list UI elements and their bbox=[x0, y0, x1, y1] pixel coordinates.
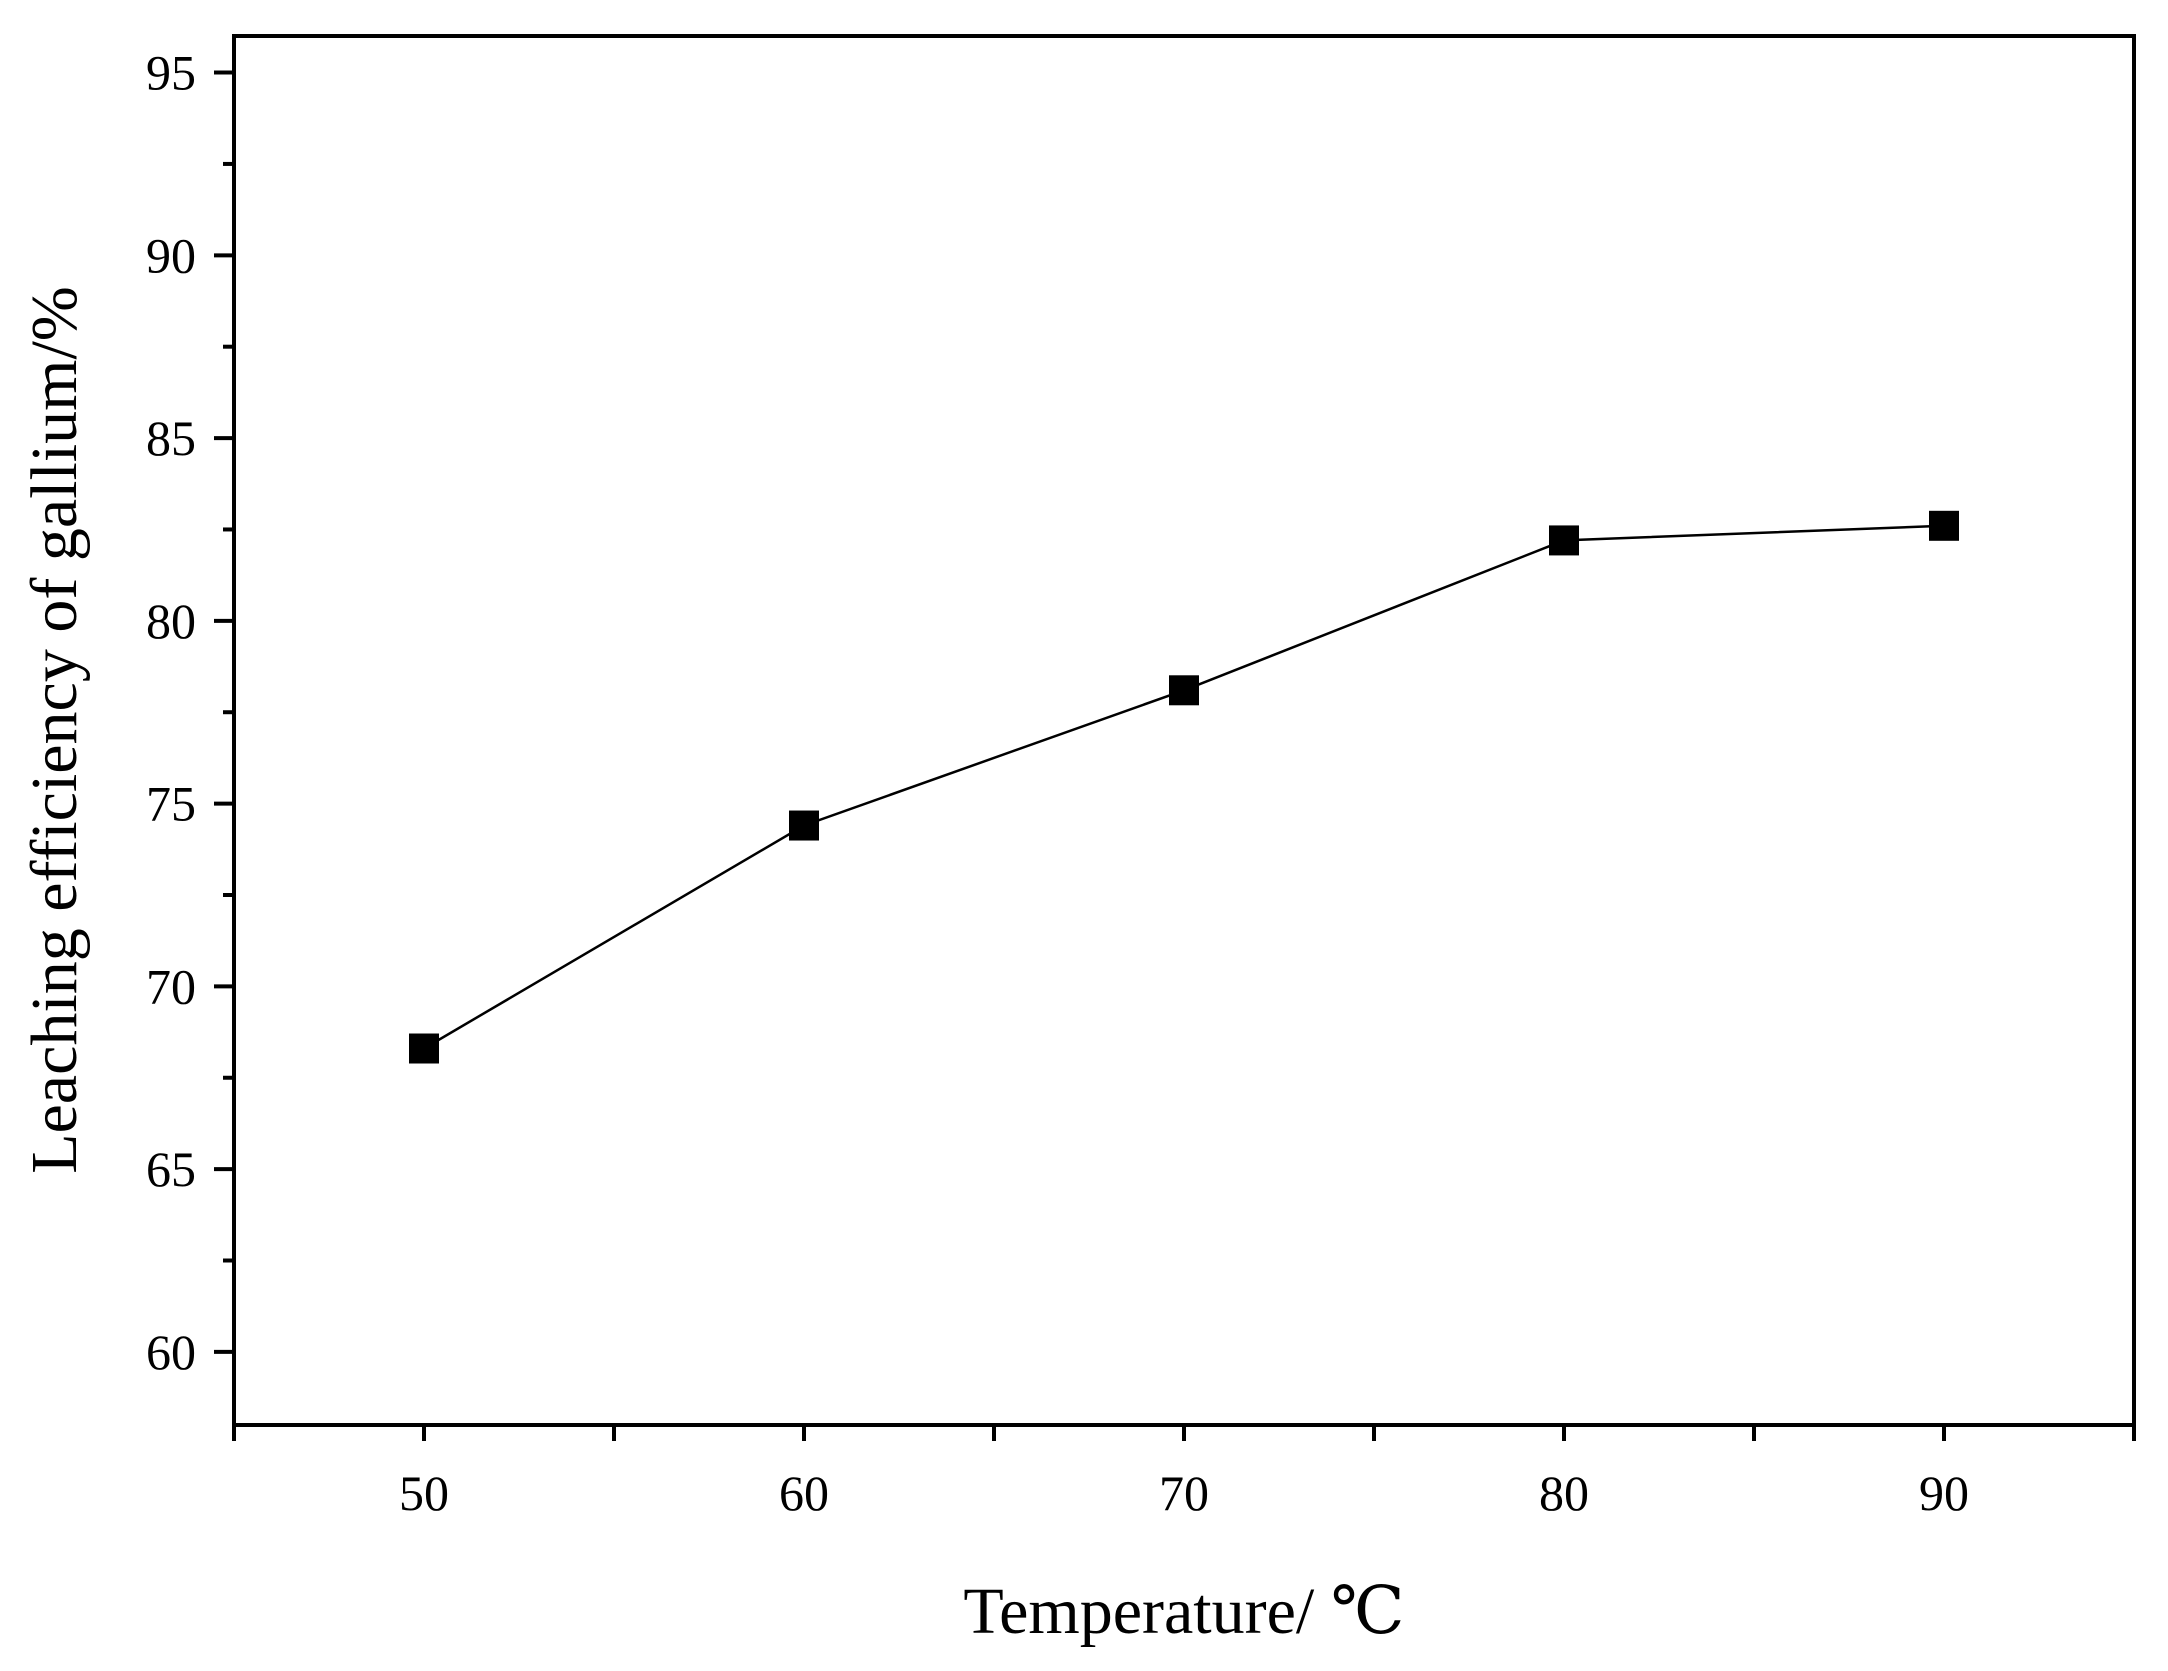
data-series bbox=[409, 510, 1959, 1064]
y-tick-label: 65 bbox=[146, 1141, 196, 1197]
y-tick-label: 60 bbox=[146, 1324, 196, 1380]
x-tick-label: 90 bbox=[1919, 1465, 1969, 1521]
data-point-marker bbox=[1929, 510, 1959, 541]
plot-frame bbox=[232, 34, 2136, 1427]
x-tick-label: 50 bbox=[399, 1465, 449, 1521]
y-tick-label: 80 bbox=[146, 593, 196, 649]
y-tick-label: 95 bbox=[146, 45, 196, 101]
x-tick-label: 70 bbox=[1159, 1465, 1209, 1521]
y-tick-label: 70 bbox=[146, 958, 196, 1014]
x-axis: 50 60 70 80 90 bbox=[232, 1425, 2136, 1521]
x-tick-label: 60 bbox=[779, 1465, 829, 1521]
data-point-marker bbox=[409, 1033, 439, 1064]
y-axis: 60 65 70 75 80 85 90 95 bbox=[146, 45, 234, 1380]
x-axis-title: Temperature/ ℃ bbox=[963, 1575, 1404, 1648]
y-tick-label: 75 bbox=[146, 776, 196, 832]
x-tick-label: 80 bbox=[1539, 1465, 1589, 1521]
data-point-marker bbox=[1169, 675, 1199, 706]
data-point-marker bbox=[1549, 525, 1579, 556]
series-line bbox=[423, 524, 1945, 1050]
y-tick-label: 90 bbox=[146, 227, 196, 283]
y-axis-title: Leaching efficiency of gallium/% bbox=[18, 286, 91, 1174]
data-point-marker bbox=[789, 810, 819, 841]
y-tick-label: 85 bbox=[146, 410, 196, 466]
